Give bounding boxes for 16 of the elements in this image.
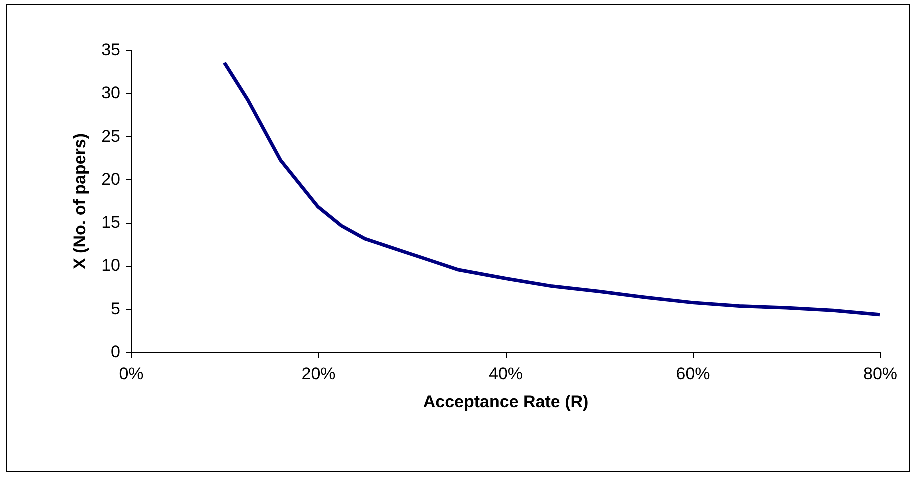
y-axis-title: X (No. of papers) <box>70 133 90 270</box>
y-tick-label: 10 <box>102 256 120 276</box>
y-tick-label: 5 <box>111 299 120 318</box>
line-series <box>222 61 882 317</box>
x-tick-label: 60% <box>676 364 710 384</box>
x-tick-label: 40% <box>488 364 524 384</box>
y-tick-label: 0 <box>111 342 120 362</box>
y-tick-label: 15 <box>102 213 120 232</box>
y-tick-label: 25 <box>102 126 120 146</box>
y-tick-label: 35 <box>102 40 120 60</box>
x-tick-label: 20% <box>302 364 336 384</box>
x-tick-label: 0% <box>119 364 144 384</box>
x-axis-title: Acceptance Rate (R) <box>423 392 589 412</box>
x-tick-label: 80% <box>863 364 898 384</box>
y-tick-label: 20 <box>102 170 120 189</box>
y-tick-label: 30 <box>102 84 120 103</box>
